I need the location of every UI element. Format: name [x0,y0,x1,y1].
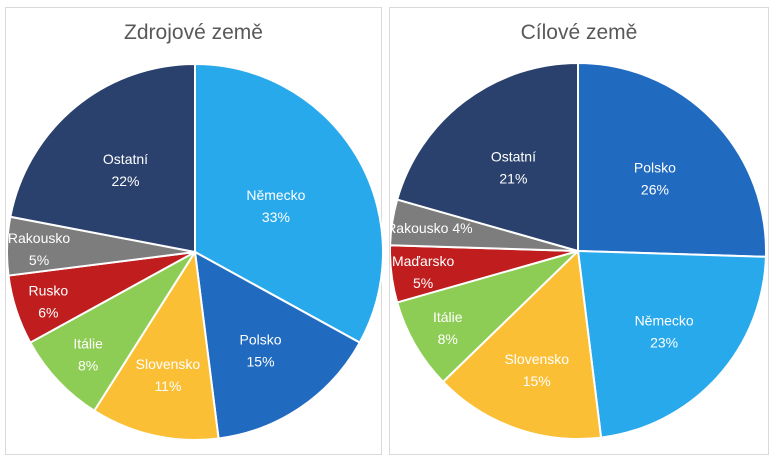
pie-slice-slovensko [441,248,603,440]
slice-value-slovensko: 15% [523,373,551,389]
slice-value-ostatní: 21% [499,170,527,186]
slice-value-itálie: 8% [438,331,458,347]
chart-panel-target: Cílové země Polsko 26% Německo 23% Slovensko… [389,7,769,455]
slice-label-maďarsko: Maďarsko [392,253,455,269]
slice-value-rusko: 6% [38,305,58,321]
slice-value-rakousko: 5% [29,252,49,268]
slice-value-ostatní: 22% [111,173,139,189]
pie-slice-polsko [193,250,362,440]
slice-label-itálie: Itálie [433,309,463,325]
pie-chart-source: Německo 33% Polsko 15% Slovensko 11% Itálie 8% R… [6,62,383,441]
slice-label-slovensko: Slovensko [504,351,569,367]
pie-slice-itálie [395,250,579,384]
pie-slice-německo [194,62,383,344]
slice-label-slovensko: Slovensko [136,356,201,372]
slice-value-polsko: 26% [641,181,669,197]
pie-slice-polsko [577,61,767,258]
slice-value-polsko: 15% [247,353,275,369]
slice-value-slovensko: 11% [154,378,181,394]
slice-label-rusko: Rusko [29,283,69,299]
pie-slice-itálie [28,251,196,413]
chart-title-target: Cílové země [520,21,638,44]
pie-slice-ostatní [395,61,579,253]
slice-label-německo: Německo [635,313,694,329]
slice-label-ostatní: Ostatní [103,151,148,167]
slice-label-německo: Německo [246,187,305,203]
slice-value-itálie: 8% [78,357,98,373]
pie-slice-německo [576,249,767,439]
chart-title-source: Zdrojové země [124,21,263,44]
pie-slice-ostatní [9,62,196,254]
pie-chart-target: Polsko 26% Německo 23% Slovensko 15% Itálie 8% M… [390,61,767,440]
slice-label-polsko: Polsko [240,331,282,347]
slice-value-maďarsko: 5% [413,275,433,291]
slice-label-ostatní: Ostatní [491,148,536,164]
slice-value-německo: 23% [650,335,678,351]
pie-slice-slovensko [92,249,220,441]
slice-label-polsko: Polsko [634,159,676,175]
slice-label-rakousko: Rakousko [8,230,70,246]
chart-panel-source: Zdrojové země Německo 33% Polsko 15% Slovens… [5,7,383,455]
slice-label-rakousko: Rakousko 4% [390,220,473,236]
slice-value-německo: 33% [262,209,290,225]
slice-label-itálie: Itálie [73,335,103,351]
